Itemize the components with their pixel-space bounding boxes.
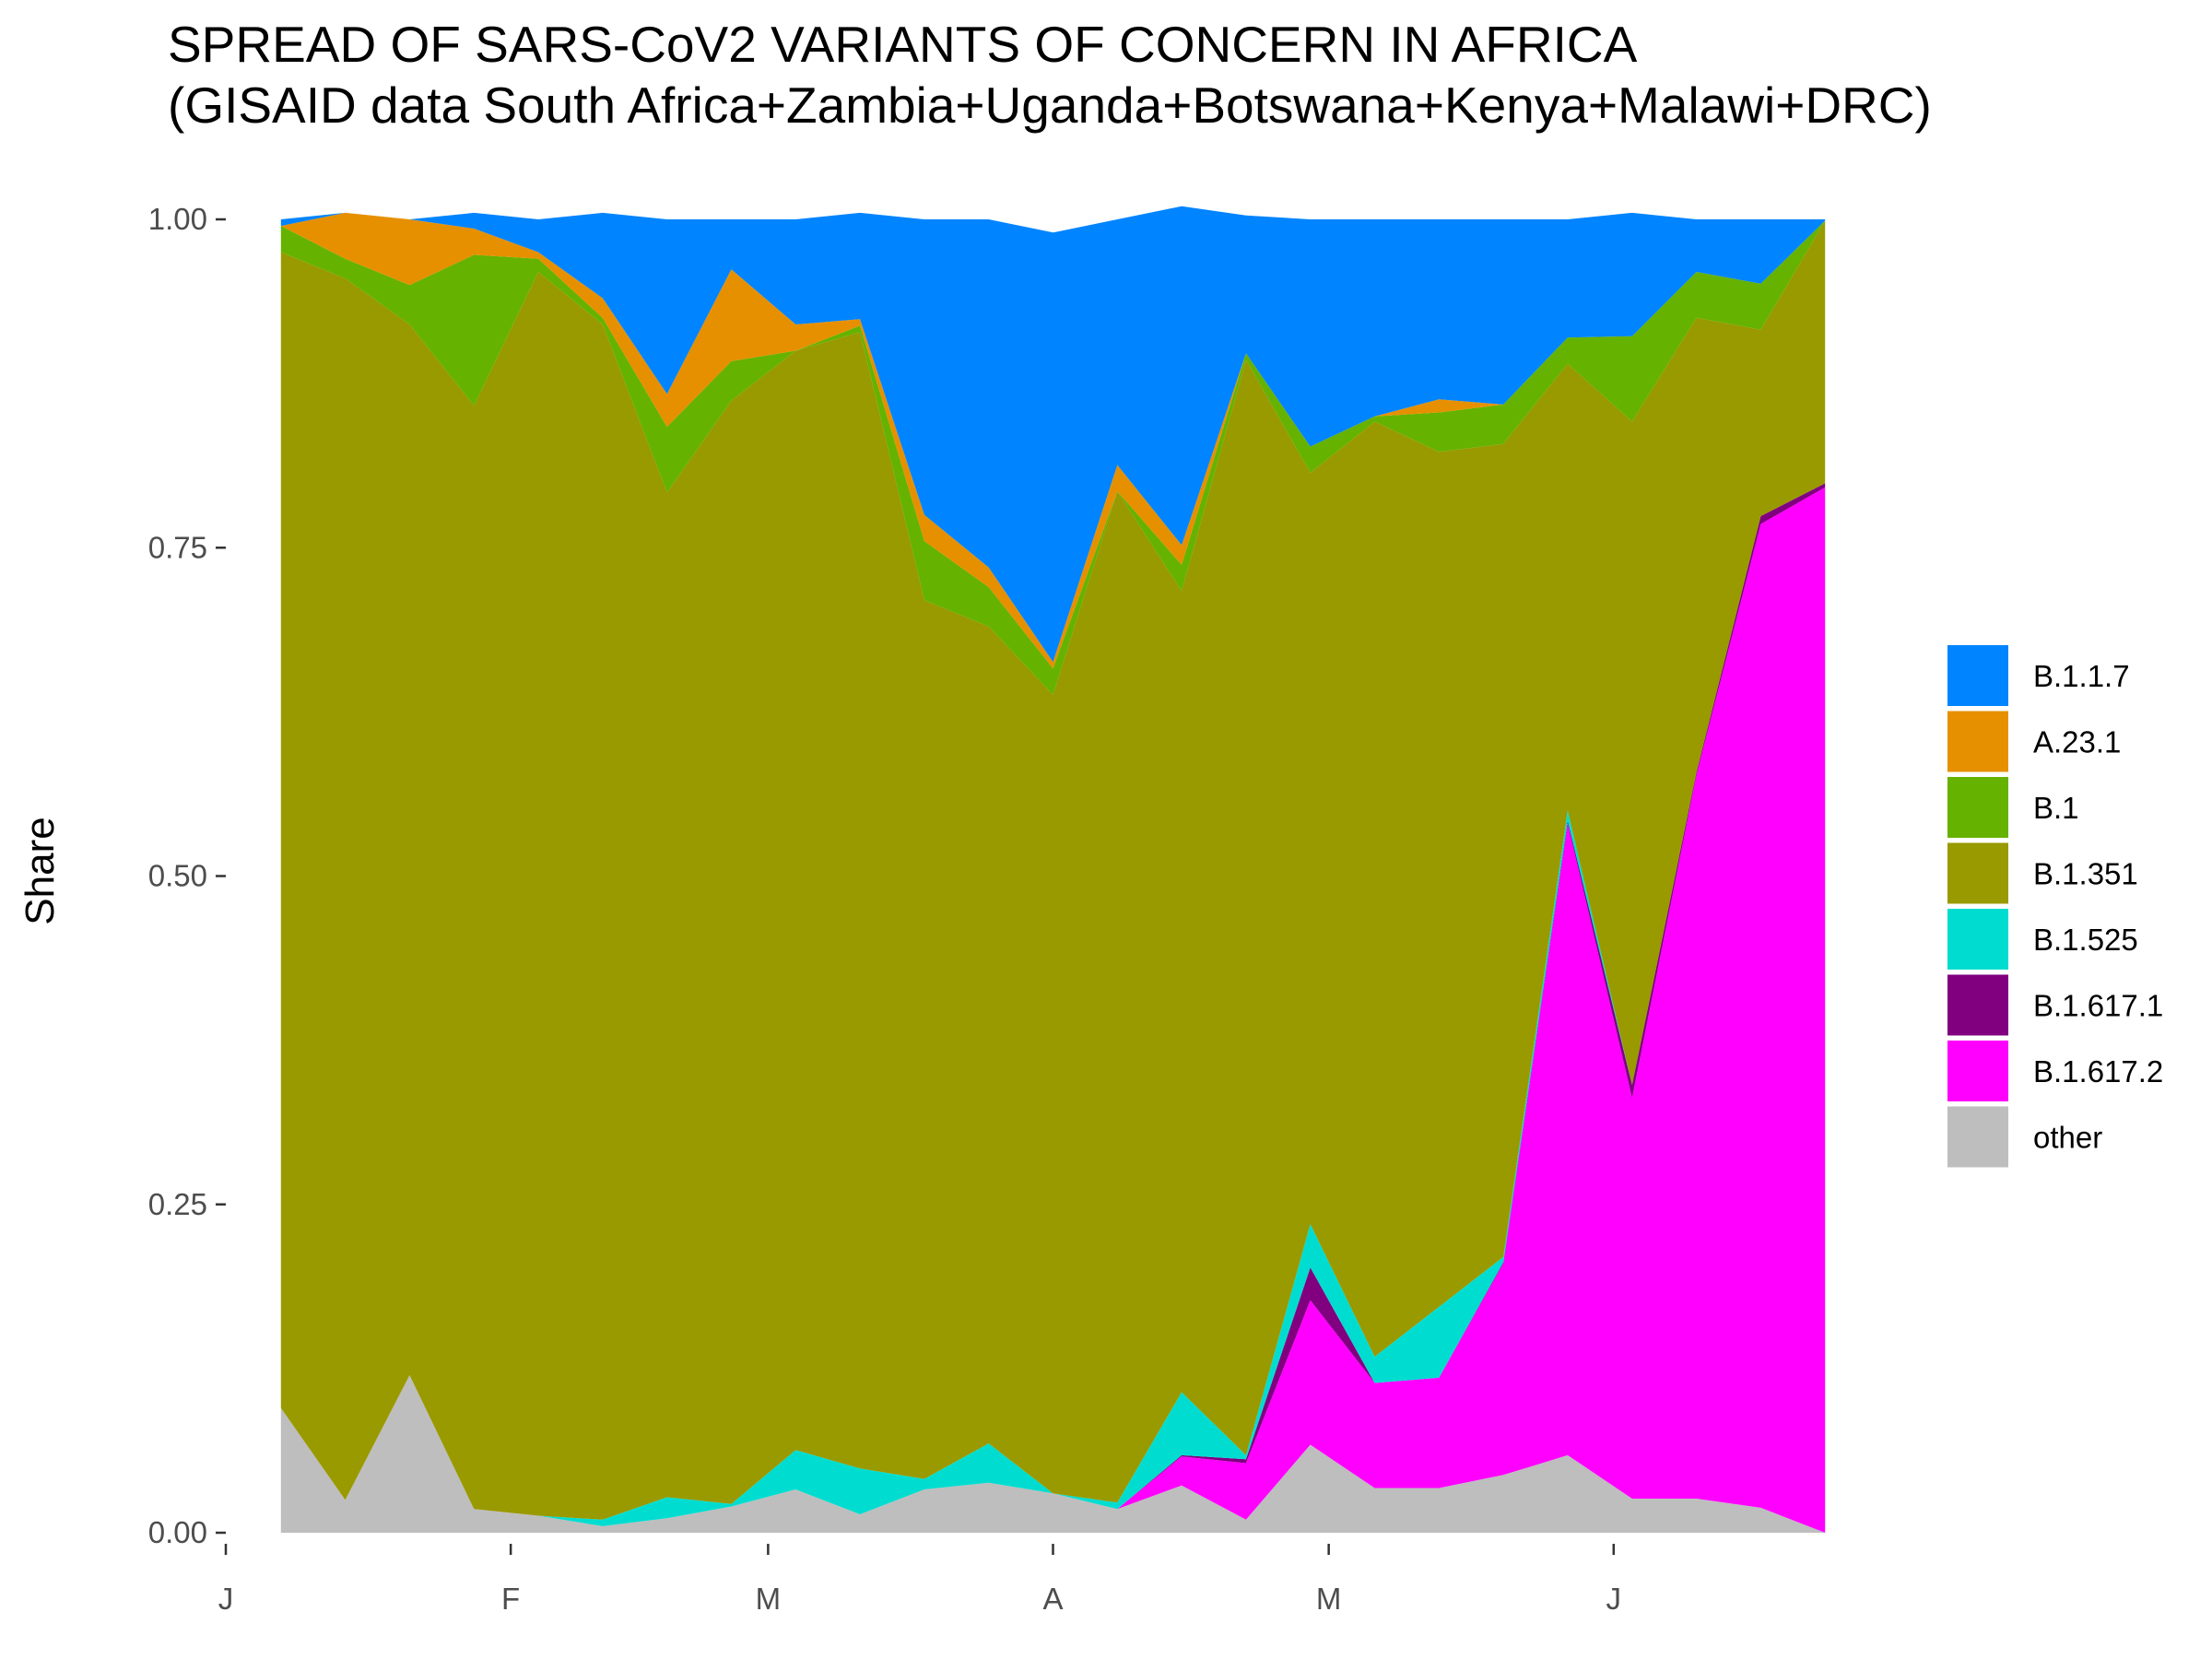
y-tick-label: 0.25 [148,1187,207,1221]
legend-key-b-1-525 [1947,909,2008,970]
x-tick-label: M [1316,1582,1342,1616]
legend-label-b-1-617-2: B.1.617.2 [2033,1054,2163,1088]
x-tick-label: A [1042,1582,1063,1616]
area-b-1-617-2 [280,487,1826,1534]
area-b-1-1-7 [280,206,1826,663]
legend-label-b-1-1-7: B.1.1.7 [2033,659,2130,693]
legend-key-a-23-1 [1947,711,2008,772]
chart-subtitle: (GISAID data South Africa+Zambia+Uganda+… [168,76,1932,134]
area-b-1-351 [280,220,1826,1520]
y-tick-label: 0.50 [148,859,207,893]
x-tick-label: M [756,1582,782,1616]
legend-label-b-1: B.1 [2033,791,2079,825]
chart-title: SPREAD OF SARS-CoV2 VARIANTS OF CONCERN … [168,16,1638,73]
y-tick-label: 0.00 [148,1515,207,1549]
area-layers [280,206,1826,1534]
legend-key-b-1-351 [1947,842,2008,904]
area-other [280,1375,1826,1533]
legend-label-b-1-525: B.1.525 [2033,923,2138,957]
legend-label-b-1-351: B.1.351 [2033,857,2138,891]
x-tick-label: F [501,1582,520,1616]
x-tick-label: J [1606,1582,1622,1616]
area-a-23-1 [280,212,1826,669]
legend-key-b-1-617-1 [1947,974,2008,1036]
legend-key-b-1 [1947,777,2008,838]
x-tick-label: J [218,1582,234,1616]
y-tick-label: 1.00 [148,202,207,236]
y-tick-label: 0.75 [148,530,207,564]
legend: B.1.1.7 A.23.1 B.1 B.1.351 B.1.525 B.1.617.1 B… [1947,645,2163,1168]
legend-key-b-1-617-2 [1947,1041,2008,1101]
legend-label-b-1-617-1: B.1.617.1 [2033,989,2163,1023]
y-axis: 0.00 0.25 0.50 0.75 1.00 [148,202,226,1549]
legend-key-other [1947,1106,2008,1168]
legend-label-a-23-1: A.23.1 [2033,725,2121,759]
legend-key-b-1-1-7 [1947,645,2008,706]
legend-label-other: other [2033,1121,2102,1155]
